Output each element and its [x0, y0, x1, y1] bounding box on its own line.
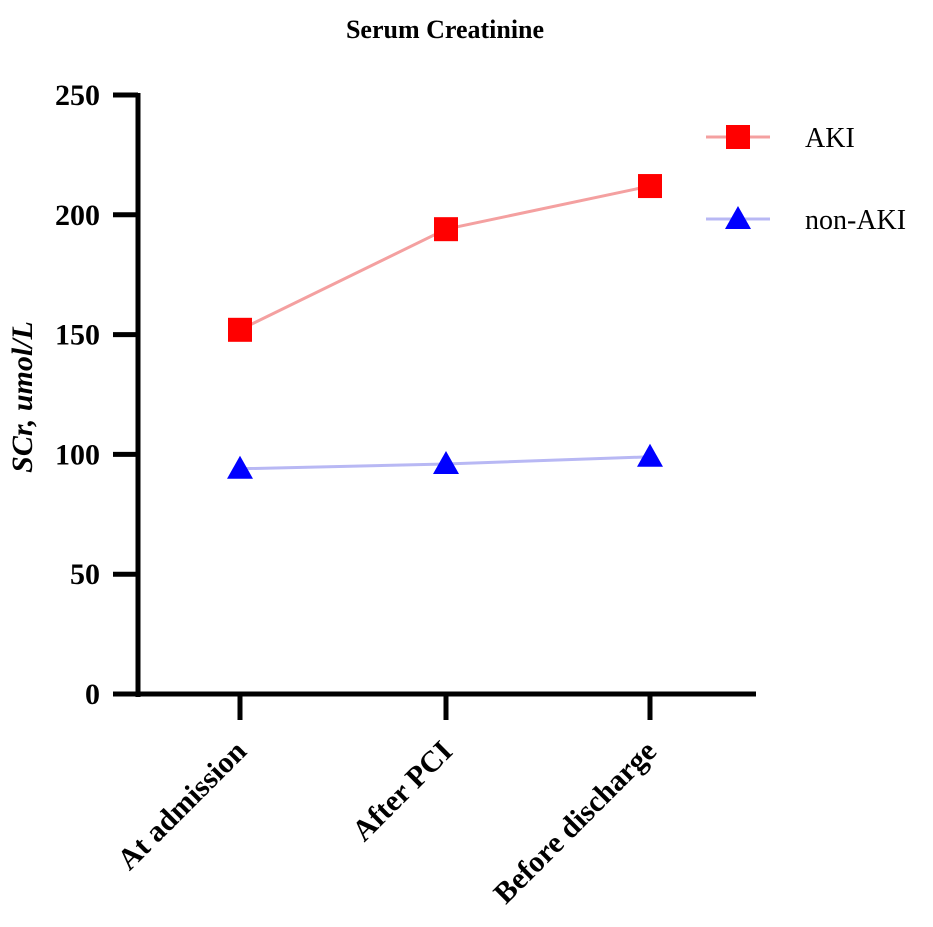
y-tick-label: 250 — [55, 79, 100, 112]
y-tick-label: 150 — [55, 319, 100, 352]
data-point-non-aki — [227, 455, 253, 479]
data-point-non-aki — [637, 443, 663, 467]
series-group — [227, 174, 663, 479]
legend-marker-non-aki — [725, 206, 751, 229]
data-point-aki — [228, 317, 252, 342]
legend-marker-aki — [726, 125, 750, 149]
legend: AKI non-AKI — [706, 123, 906, 236]
y-tick-label: 50 — [70, 558, 100, 591]
data-point-aki — [434, 217, 458, 242]
chart-title: Serum Creatinine — [346, 15, 544, 44]
y-tick-label: 200 — [55, 199, 100, 232]
data-point-non-aki — [433, 450, 459, 474]
series-line-aki — [239, 184, 651, 332]
x-tick-label: Before discharge — [487, 735, 663, 911]
y-tick-label: 100 — [55, 438, 100, 471]
y-ticks: 0 50 100 150 200 250 — [55, 79, 138, 711]
legend-label-non-aki: non-AKI — [805, 205, 906, 236]
x-ticks: At admission After PCI Before discharge — [111, 694, 663, 910]
x-tick-label: At admission — [111, 734, 253, 876]
data-point-aki — [638, 174, 662, 199]
axes — [135, 93, 756, 697]
x-tick-label: After PCI — [346, 735, 459, 848]
legend-label-aki: AKI — [805, 123, 855, 154]
y-axis-label: SCr, umol/L — [6, 321, 39, 473]
y-tick-label: 0 — [85, 678, 100, 711]
